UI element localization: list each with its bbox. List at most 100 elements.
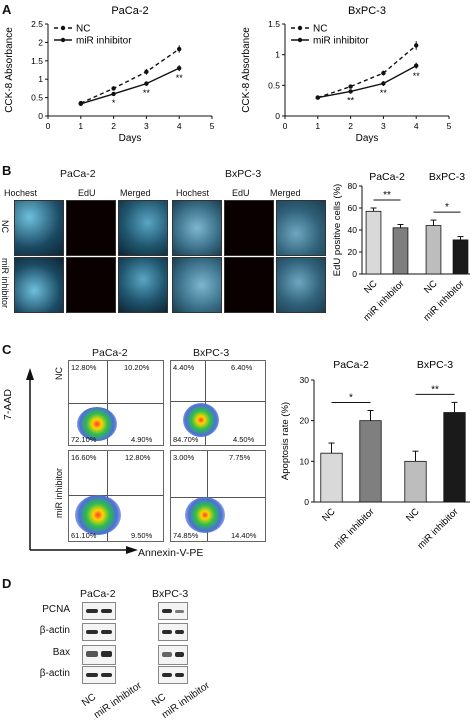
cell-line-title-paca2: PaCa-2 — [60, 168, 96, 180]
wb-label-pcna: PCNA — [42, 604, 70, 615]
x-tick-label: 1 — [315, 121, 320, 131]
series-line-0 — [80, 48, 180, 104]
x-axis-label: Days — [119, 133, 142, 144]
quad-ll: 72.10% — [71, 435, 97, 444]
col-label-hochest-2: Hochest — [176, 188, 210, 198]
legend-marker-0 — [60, 25, 66, 31]
data-point — [414, 43, 419, 48]
y-tick-label: 1 — [275, 50, 280, 60]
panel-label-b: B — [2, 163, 12, 178]
micrograph-bxpc3-nc-hochest — [172, 200, 222, 256]
micrograph-bxpc3-mir-merged — [276, 257, 326, 313]
x-tick-label: 3 — [144, 121, 149, 131]
flow-plot-bxpc3-nc: 4.40% 6.40% 84.70% 4.50% — [170, 360, 266, 446]
y-tick-label: 2.5 — [31, 19, 43, 29]
x-tick-label: 2 — [348, 121, 353, 131]
y-tick-label: 0 — [352, 269, 357, 279]
wb-lane-nc-1: NC — [80, 691, 99, 710]
quad-ll: 74.85% — [173, 531, 199, 540]
series-line-1 — [80, 67, 180, 105]
line-chart-bxpc3: BxPC-3 0 1 2 3 4 5 0 0.5 1 1.5 Days CCK-8 Absorbance… — [241, 5, 452, 144]
wb-blot-paca2-pcna — [82, 602, 116, 620]
data-point — [78, 101, 84, 107]
legend-marker-0 — [297, 25, 303, 31]
series-line-0 — [317, 44, 417, 99]
x-tick-label: 4 — [414, 121, 419, 131]
category-label-2: NC — [404, 506, 422, 524]
y-tick-label: 0 — [304, 497, 309, 507]
group-title-0: PaCa-2 — [369, 171, 405, 183]
legend-marker-1 — [297, 37, 303, 43]
y-tick-label: 0 — [275, 111, 280, 121]
category-label-0: NC — [320, 506, 338, 524]
wb-blot-paca2-actin-2 — [82, 666, 116, 684]
data-point — [381, 81, 386, 86]
data-point — [111, 91, 116, 97]
y-tick-label: 0.5 — [268, 80, 280, 90]
quad-lr: 4.50% — [233, 435, 255, 444]
row-label-mir: miR inhibitor — [0, 258, 10, 309]
significance-mark: ** — [176, 73, 184, 83]
category-label-2: NC — [422, 278, 440, 296]
quad-ur: 7.75% — [229, 453, 251, 462]
panel-label-d: D — [2, 576, 12, 591]
x-tick-label: 0 — [46, 121, 51, 131]
wb-lane-nc-2: NC — [150, 691, 169, 710]
group-title-1: BxPC-3 — [429, 171, 465, 183]
micrograph-bxpc3-mir-edu — [224, 257, 274, 313]
data-point — [315, 95, 320, 100]
micrograph-paca2-mir-hochest — [14, 257, 64, 313]
quad-ur: 10.20% — [124, 363, 150, 372]
significance-mark: ** — [380, 88, 388, 98]
y-tick-label: 0.5 — [31, 93, 43, 103]
x-tick-label: 4 — [177, 121, 182, 131]
category-label-3: miR inhibitor — [416, 506, 461, 551]
line-chart-paca2: PaCa-2 0 1 2 3 4 5 0 0.5 1 1.5 2 2.5 Days CCK-8 Absorb… — [4, 5, 215, 144]
quad-ll: 84.70% — [173, 435, 199, 444]
bar-0 — [365, 210, 382, 275]
chart-title: BxPC-3 — [348, 5, 386, 17]
flow-xaxis-label: Annexin-V-PE — [138, 547, 204, 559]
micrograph-paca2-mir-edu — [66, 257, 116, 313]
data-point — [177, 46, 182, 52]
significance-mark-1: * — [445, 202, 449, 213]
micrograph-bxpc3-nc-merged — [276, 200, 326, 256]
y-tick-label: 0 — [38, 111, 43, 121]
col-label-merged-2: Merged — [270, 188, 301, 198]
data-point — [144, 81, 149, 86]
y-tick-label: 1 — [38, 74, 43, 84]
significance-mark: ** — [347, 95, 355, 105]
bar-3 — [452, 239, 469, 275]
quad-lr: 4.90% — [131, 435, 153, 444]
quad-ul: 16.60% — [71, 453, 97, 462]
x-tick-label: 5 — [447, 121, 452, 131]
legend-label-1: miR inhibitor — [313, 36, 369, 47]
bar-1 — [359, 420, 382, 503]
quad-ul: 3.00% — [173, 453, 195, 462]
legend-label-0: NC — [76, 24, 90, 35]
y-tick-label: 2 — [38, 37, 43, 47]
wb-blot-bxpc3-actin-1 — [158, 623, 188, 641]
wb-blot-paca2-actin-1 — [82, 623, 116, 641]
category-label-0: NC — [362, 278, 380, 296]
significance-mark-0: * — [349, 393, 353, 404]
wb-blot-bxpc3-actin-2 — [158, 666, 188, 684]
y-axis-label: CCK-8 Absorbance — [241, 27, 252, 113]
y-tick-label: 40 — [348, 225, 358, 235]
quad-ul: 12.80% — [71, 363, 97, 372]
wb-blot-bxpc3-pcna — [158, 602, 188, 620]
flow-plot-paca2-mir: 16.60% 12.80% 61.10% 9.50% — [68, 450, 164, 542]
y-axis-label: EdU positive cells (%) — [332, 184, 343, 276]
micrograph-paca2-nc-hochest — [14, 200, 64, 256]
x-tick-label: 3 — [381, 121, 386, 131]
chart-title: PaCa-2 — [111, 5, 148, 17]
flow-plot-bxpc3-mir: 3.00% 7.75% 74.85% 14.40% — [170, 450, 266, 542]
bar-2 — [404, 460, 427, 503]
micrograph-paca2-mir-merged — [118, 257, 168, 313]
y-tick-label: 20 — [348, 247, 358, 257]
significance-mark: * — [112, 98, 116, 108]
y-tick-label: 1.5 — [268, 19, 280, 29]
col-label-edu-1: EdU — [78, 188, 96, 198]
wb-label-actin-2: β-actin — [39, 668, 70, 679]
